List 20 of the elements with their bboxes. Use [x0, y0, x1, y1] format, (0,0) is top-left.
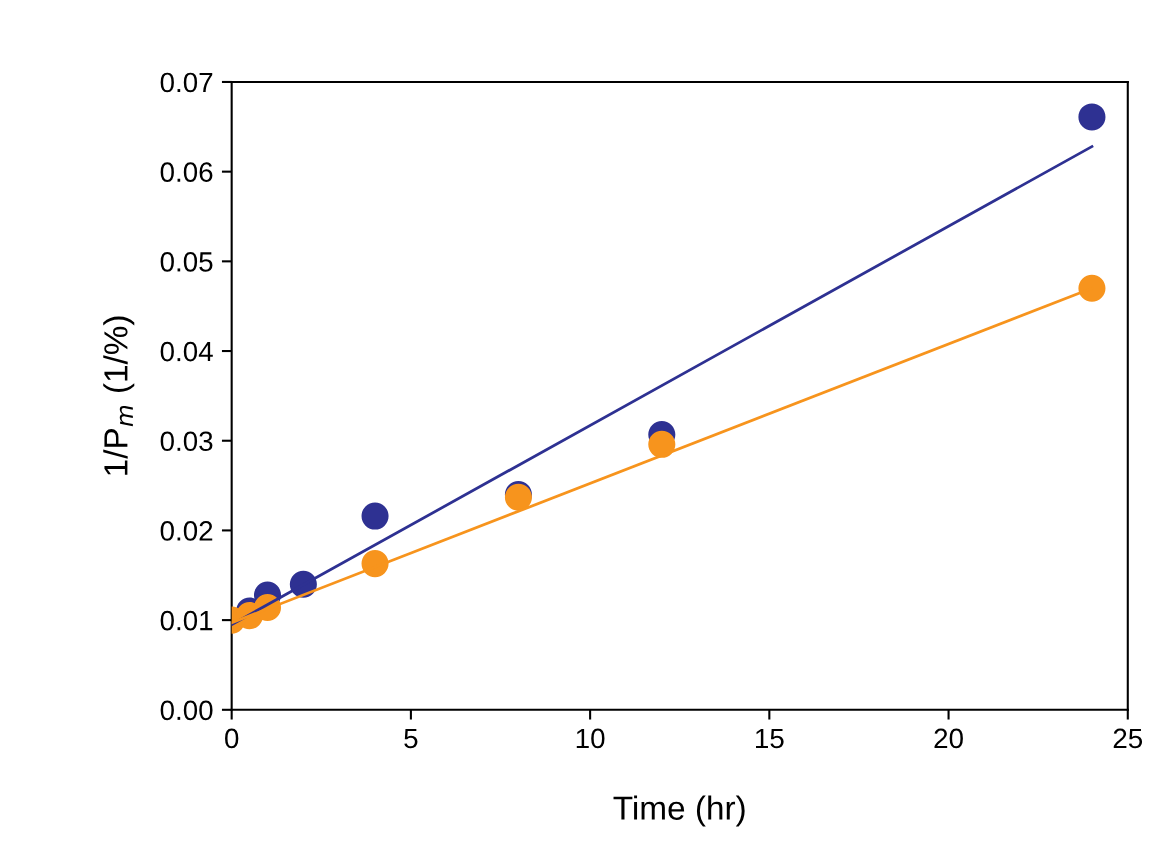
x-tick-label: 15 — [756, 728, 784, 749]
x-tick-label: 10 — [576, 728, 605, 749]
x-tick-label: 20 — [934, 728, 963, 749]
y-tick-label: 0.07 — [160, 72, 213, 93]
x-tick-label: 0 — [225, 728, 239, 749]
y-tick-label: 0.01 — [160, 610, 213, 631]
y-tick-label: 0.00 — [160, 700, 213, 721]
point — [361, 502, 389, 530]
point — [1078, 274, 1106, 302]
x-tick-label: 5 — [404, 728, 418, 749]
y-tick-label: 0.03 — [160, 431, 213, 452]
y-tick-label: 0.02 — [160, 521, 213, 541]
point — [648, 430, 676, 458]
x-tick-label: 25 — [1113, 728, 1143, 749]
y-tick-label: 0.05 — [160, 252, 213, 272]
y-tick-label: 0.04 — [160, 341, 213, 362]
y-tick-label: 0.06 — [160, 162, 213, 182]
y-axis-title: 1/P$_{m}$ (1/%) — [103, 316, 135, 475]
x-axis-title: Time (hr) — [613, 795, 745, 827]
point — [1078, 103, 1106, 131]
